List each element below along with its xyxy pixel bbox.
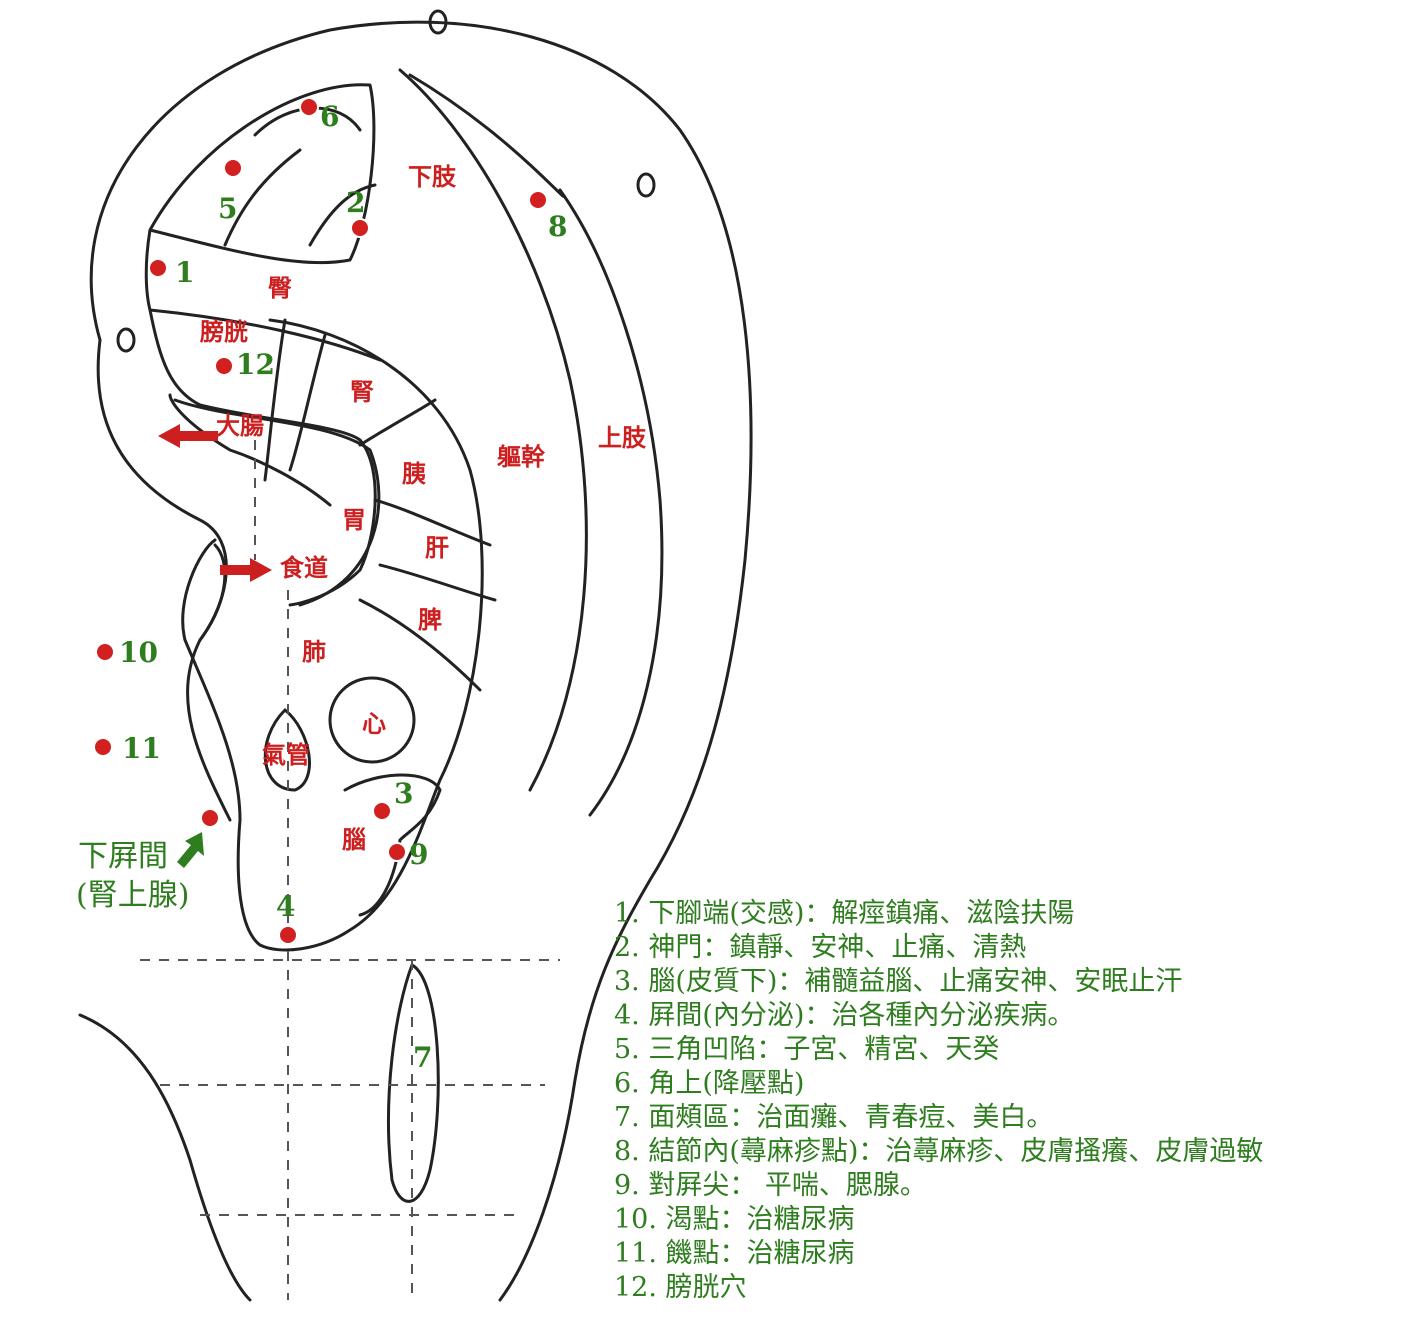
arrow-right-shidao bbox=[220, 558, 272, 582]
lobe-outline bbox=[78, 1013, 252, 1302]
helix-inner-outline bbox=[96, 338, 232, 822]
point-label-5: 5 bbox=[218, 192, 237, 225]
acupoint-legend: 1. 下腳端(交感)：解痙鎮痛、滋陰扶陽 2. 神門：鎮靜、安神、止痛、清熱 3… bbox=[614, 897, 1263, 1305]
divider-gan bbox=[373, 498, 492, 547]
tragus-outline bbox=[198, 543, 227, 642]
label-dachang: 大腸 bbox=[216, 411, 264, 440]
legend-item: 2. 神門：鎮靜、安神、止痛、清熱 bbox=[614, 932, 1027, 963]
crus-band-outline bbox=[144, 228, 382, 362]
point-label-12: 12 bbox=[236, 348, 275, 381]
legend-item: 7. 面頰區：治面癱、青春痘、美白。 bbox=[614, 1102, 1054, 1133]
point-dot-4 bbox=[278, 925, 298, 945]
antitragus-outline bbox=[343, 773, 442, 917]
point-dot-3 bbox=[372, 801, 392, 821]
arrow-left-dachang bbox=[158, 424, 218, 448]
legend-item: 1. 下腳端(交感)：解痙鎮痛、滋陰扶陽 bbox=[614, 898, 1075, 929]
point-dot-12 bbox=[214, 356, 234, 376]
cheek-zone bbox=[387, 963, 440, 1203]
divider-fei bbox=[358, 598, 482, 692]
point-dot-6 bbox=[299, 97, 319, 117]
legend-item: 6. 角上(降壓點) bbox=[614, 1068, 805, 1099]
divider-yi bbox=[358, 398, 437, 447]
point-label-6: 6 bbox=[320, 100, 339, 133]
trachea-zone bbox=[263, 708, 311, 792]
superior-crus-outline bbox=[148, 83, 376, 265]
point-label-10: 10 bbox=[119, 636, 158, 669]
legend-item: 4. 屛間(內分泌)：治各種內分泌疾病。 bbox=[614, 1000, 1075, 1031]
point-label-2: 2 bbox=[346, 186, 365, 219]
label-xiazhi: 下肢 bbox=[408, 162, 457, 191]
legend-item: 10. 渴點：治糖尿病 bbox=[614, 1204, 855, 1235]
label-gan: 肝 bbox=[425, 533, 449, 562]
legend-item: 3. 腦(皮質下)：補髓益腦、止痛安神、安眠止汗 bbox=[614, 966, 1183, 997]
label-shidao: 食道 bbox=[280, 553, 328, 582]
label-pangguang: 膀胱 bbox=[199, 317, 248, 346]
point-dot-1 bbox=[148, 258, 168, 278]
point-label-4: 4 bbox=[276, 890, 295, 923]
point-dot-11 bbox=[93, 737, 113, 757]
point-dot-adrenal bbox=[200, 808, 220, 828]
notch-right bbox=[636, 172, 656, 198]
divider-2 bbox=[308, 183, 377, 247]
divider-stem bbox=[263, 318, 287, 482]
adrenal-label-line2: (腎上腺) bbox=[76, 878, 189, 913]
point-dot-9 bbox=[387, 842, 407, 862]
divider-pi bbox=[378, 563, 497, 602]
antihelix-outer bbox=[398, 68, 588, 792]
label-wei: 胃 bbox=[342, 505, 366, 534]
point-label-7: 7 bbox=[413, 1041, 432, 1074]
point-label-9: 9 bbox=[409, 838, 428, 871]
label-qugan: 軀幹 bbox=[496, 442, 546, 471]
label-pi: 脾 bbox=[418, 605, 442, 634]
notch-top bbox=[428, 9, 448, 35]
legend-item: 12. 膀胱穴 bbox=[614, 1272, 747, 1303]
label-yi: 胰 bbox=[402, 459, 426, 488]
notch-left bbox=[116, 327, 136, 353]
point-dot-10 bbox=[95, 642, 115, 662]
legend-item: 5. 三角凹陷：子宮、精宮、天癸 bbox=[614, 1034, 1000, 1065]
helix-outline bbox=[89, 20, 753, 1302]
arrow-adrenal bbox=[177, 832, 204, 868]
point-label-11: 11 bbox=[122, 732, 161, 765]
point-dot-5 bbox=[223, 158, 243, 178]
concha-outline bbox=[148, 308, 377, 607]
label-fei: 肺 bbox=[302, 637, 326, 666]
divider-stem2 bbox=[288, 333, 327, 472]
divider-5 bbox=[223, 148, 302, 247]
point-label-1: 1 bbox=[175, 256, 194, 289]
legend-item: 8. 結節內(蕁麻疹點)：治蕁麻疹、皮膚搔癢、皮膚過敏 bbox=[614, 1136, 1264, 1167]
crus-of-helix bbox=[173, 398, 381, 607]
label-nao: 腦 bbox=[342, 825, 366, 854]
concha-bowl bbox=[181, 318, 484, 952]
label-xin: 心 bbox=[362, 709, 386, 738]
point-dot-8 bbox=[528, 190, 548, 210]
scapha-line bbox=[408, 73, 664, 817]
heart-zone bbox=[328, 676, 416, 764]
point-label-3: 3 bbox=[394, 777, 413, 810]
point-label-8: 8 bbox=[548, 210, 567, 243]
label-shen: 腎 bbox=[350, 377, 374, 406]
label-shangzhi: 上肢 bbox=[598, 423, 647, 452]
legend-item: 11. 饑點：治糖尿病 bbox=[614, 1238, 855, 1269]
adrenal-label-line1: 下屛間 bbox=[78, 839, 168, 874]
legend-item: 9. 對屛尖： 平喘、腮腺。 bbox=[614, 1170, 927, 1201]
point-dot-2 bbox=[350, 218, 370, 238]
label-qiguan: 氣管 bbox=[262, 740, 310, 769]
label-tun: 臀 bbox=[268, 273, 292, 302]
